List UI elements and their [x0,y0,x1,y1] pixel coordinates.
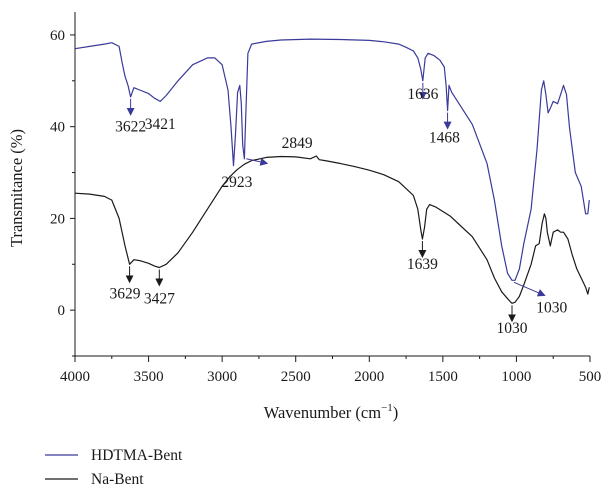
x-tick-label: 3500 [134,369,164,385]
series-line-na-bent [74,155,590,304]
x-axis-title-unit-exponent: −1 [381,402,393,414]
legend-label-hdtma: HDTMA-Bent [91,447,183,464]
series-line-hdtma-bent [74,38,590,281]
x-axis-title: Wavenumber (cm−1) [264,402,399,422]
series-layer [74,38,590,304]
y-tick-label: 40 [50,120,65,136]
peak-label: 1030 [536,299,567,316]
y-axis-title: Transmitance (%) [7,129,26,247]
peak-label: 1639 [407,256,438,273]
legend: HDTMA-Bent Na-Bent [45,447,183,488]
x-axis: 4000 3500 3000 2500 2000 1500 1000 500 [60,356,601,385]
x-axis-title-main: Wavenumber (cm [264,403,381,422]
y-tick-label: 20 [50,211,65,227]
y-tick-label: 60 [50,28,65,44]
peak-label: 1636 [407,86,438,103]
legend-label-na: Na-Bent [91,471,144,488]
peak-label: 1030 [497,320,528,337]
x-axis-title-close: ) [393,403,399,422]
x-tick-label: 3000 [207,369,237,385]
peak-arrow [513,281,546,297]
peak-arrow [246,158,269,166]
x-tick-label: 1000 [501,369,531,385]
x-tick-label: 4000 [60,369,90,385]
x-tick-label: 2000 [354,369,384,385]
peak-label: 3629 [110,286,141,303]
peak-label: 3622 [115,118,146,135]
x-tick-label: 1500 [428,369,458,385]
peak-label: 3421 [145,116,176,133]
x-tick-label: 500 [579,369,602,385]
y-tick-label: 0 [58,303,66,319]
peak-label: 1468 [429,130,460,147]
peak-label: 3427 [144,290,175,307]
peak-label: 2923 [221,174,252,191]
x-tick-label: 2500 [281,369,311,385]
y-axis: 0 20 40 60 [50,28,75,357]
peak-label: 2849 [282,135,313,152]
